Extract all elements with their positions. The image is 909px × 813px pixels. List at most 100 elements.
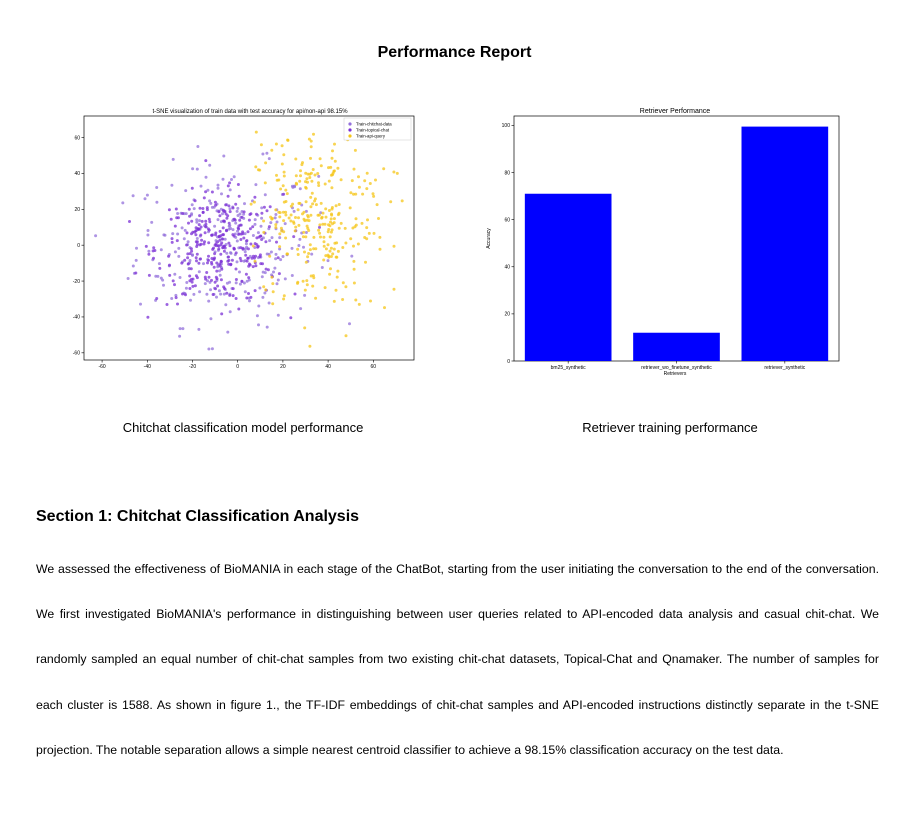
scatter-point <box>231 206 235 210</box>
legend-marker <box>348 134 352 138</box>
scatter-point <box>334 288 338 292</box>
section-heading: Section 1: Chitchat Classification Analy… <box>36 508 360 525</box>
scatter-point <box>228 244 232 248</box>
y-tick-label: -20 <box>73 279 80 285</box>
scatter-point <box>299 169 302 173</box>
scatter-point <box>171 157 175 161</box>
scatter-point <box>246 256 250 260</box>
scatter-point <box>322 240 326 244</box>
scatter-point <box>277 178 281 182</box>
scatter-point <box>333 142 336 146</box>
scatter-point <box>331 149 334 153</box>
scatter-point <box>332 217 336 221</box>
scatter-point <box>249 295 253 299</box>
scatter-point <box>354 192 358 196</box>
scatter-point <box>311 168 315 171</box>
scatter-point <box>275 240 278 244</box>
scatter-point <box>230 178 233 181</box>
scatter-point <box>184 286 188 290</box>
scatter-point <box>242 210 246 214</box>
scatter-point <box>323 182 327 186</box>
y-tick-label: 0 <box>77 243 80 249</box>
scatter-point <box>319 164 323 168</box>
scatter-point <box>249 242 253 246</box>
scatter-point <box>322 244 326 248</box>
scatter-point <box>280 229 284 233</box>
scatter-point <box>269 250 273 254</box>
scatter-point <box>284 213 288 217</box>
scatter-point <box>247 218 251 222</box>
scatter-point <box>317 184 321 187</box>
scatter-point <box>225 251 229 255</box>
scatter-point <box>277 272 281 276</box>
legend-box <box>343 117 412 141</box>
scatter-point <box>306 180 309 184</box>
scatter-point <box>204 159 208 163</box>
scatter-point <box>261 262 264 266</box>
scatter-point <box>246 247 250 251</box>
scatter-point <box>168 273 172 277</box>
y-tick-label: 0 <box>507 359 510 365</box>
scatter-point <box>308 172 312 176</box>
scatter-point <box>191 253 194 257</box>
scatter-point <box>208 220 212 224</box>
scatter-point <box>206 261 209 265</box>
scatter-point <box>189 298 192 302</box>
scatter-point <box>121 201 125 205</box>
scatter-point <box>354 217 358 221</box>
scatter-point <box>223 237 227 241</box>
scatter-point <box>318 157 322 161</box>
scatter-point <box>274 142 278 146</box>
scatter-point <box>157 262 161 266</box>
scatter-point <box>271 290 275 294</box>
scatter-point <box>395 171 399 175</box>
scatter-point <box>322 258 326 262</box>
scatter-point <box>228 224 232 227</box>
scatter-point <box>159 276 163 280</box>
scatter-point <box>239 238 243 241</box>
scatter-point <box>313 173 317 177</box>
scatter-point <box>177 246 181 250</box>
scatter-point <box>225 291 229 295</box>
scatter-point <box>163 233 167 237</box>
scatter-point <box>304 200 308 204</box>
scatter-point <box>312 235 316 239</box>
scatter-point <box>255 243 259 247</box>
scatter-point <box>282 174 286 178</box>
scatter-point <box>207 241 211 245</box>
scatter-point <box>329 217 333 221</box>
scatter-point <box>190 186 194 190</box>
scatter-point <box>331 252 335 256</box>
scatter-point <box>263 291 267 295</box>
scatter-point <box>191 167 195 171</box>
scatter-point <box>307 137 311 141</box>
scatter-point <box>194 233 198 237</box>
scatter-point <box>313 197 317 201</box>
x-tick-label: 60 <box>371 364 377 370</box>
scatter-point <box>310 179 314 183</box>
scatter-point <box>147 249 151 253</box>
retriever-bar-chart: Retriever Performance bm25_synthetic retr… <box>486 108 840 377</box>
scatter-point <box>147 252 151 256</box>
scatter-point <box>311 284 315 288</box>
scatter-point <box>363 179 367 183</box>
scatter-point <box>204 225 208 229</box>
scatter-point <box>128 220 131 223</box>
scatter-point <box>371 192 375 196</box>
scatter-point <box>304 260 308 264</box>
scatter-point <box>221 246 225 250</box>
scatter-point <box>352 167 356 171</box>
scatter-point <box>239 259 243 263</box>
scatter-point <box>316 172 320 175</box>
scatter-point <box>292 209 296 213</box>
scatter-point <box>304 171 308 175</box>
scatter-point <box>151 249 155 253</box>
scatter-point <box>239 232 243 236</box>
scatter-point <box>218 264 222 268</box>
scatter-point <box>222 249 226 253</box>
scatter-point <box>275 282 279 286</box>
scatter-point <box>327 166 330 170</box>
scatter-point <box>209 317 213 321</box>
scatter-point <box>228 293 232 297</box>
scatter-point <box>326 259 330 263</box>
